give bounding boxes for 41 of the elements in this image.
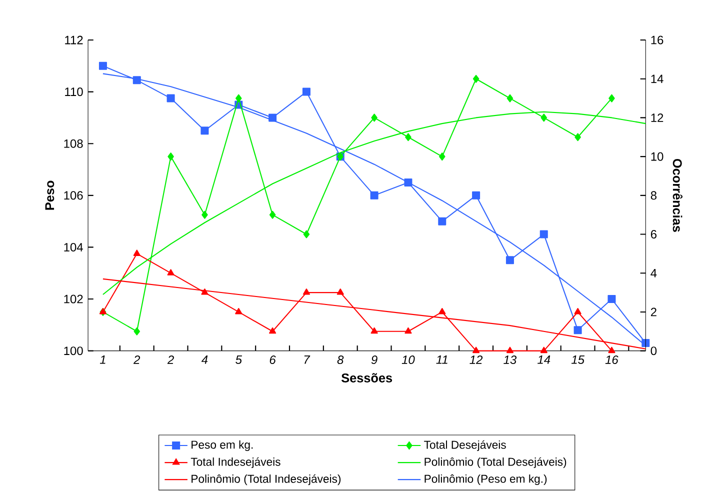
y2-tick-label: 8 (650, 191, 656, 200)
y2-tick-label: 4 (650, 269, 657, 278)
legend-label: Peso em kg. (192, 440, 253, 452)
x-tick-label: 13 (504, 356, 517, 364)
legend-label: Polinômio (Peso em kg.) (424, 474, 547, 486)
y-tick-label: 106 (64, 191, 83, 200)
legend-label: Total Desejáveis (424, 440, 506, 452)
y2-tick-label: 2 (650, 308, 656, 316)
y2-tick-label: 10 (651, 152, 664, 161)
y-axis-title: Peso (45, 180, 54, 210)
y-tick-label: 112 (65, 36, 83, 44)
x-tick-label: 15 (571, 356, 585, 364)
x-tick-label: 9 (371, 356, 378, 364)
x-tick-label: 2 (133, 356, 140, 364)
legend-label: Total Indesejáveis (190, 457, 280, 468)
x-axis-title: Sessões (341, 373, 392, 382)
legend-label: Polinômio (Total Indesejáveis) (192, 474, 341, 486)
x-tick-label: 14 (538, 356, 550, 364)
x-tick-label: 4 (201, 356, 208, 364)
x-tick-label: 12 (470, 356, 483, 364)
y2-tick-label: 16 (651, 36, 664, 44)
y-tick-label: 100 (64, 346, 83, 356)
x-tick-label: 5 (236, 356, 242, 364)
y-tick-label: 104 (64, 243, 83, 252)
y2-tick-label: 0 (650, 346, 657, 356)
x-tick-label: 11 (436, 356, 448, 364)
x-tick-label: 1 (100, 356, 106, 364)
x-tick-label: 8 (337, 356, 344, 364)
y-tick-label: 102 (64, 294, 83, 304)
x-tick-label: 16 (605, 356, 618, 364)
y-tick-label: 108 (64, 139, 83, 148)
x-tick-label: 10 (402, 356, 415, 364)
x-tick-label: 7 (304, 356, 310, 364)
y2-tick-label: 12 (651, 114, 664, 122)
x-tick-label: 2 (167, 356, 174, 364)
x-tick-label: 6 (270, 356, 276, 364)
legend-label: Polinômio (Total Desejáveis) (424, 457, 566, 468)
y2-tick-label: 14 (651, 74, 664, 84)
y2-tick-label: 6 (650, 230, 656, 239)
y2-axis-title: Ocorrências (672, 159, 682, 232)
y-tick-label: 110 (65, 88, 83, 96)
